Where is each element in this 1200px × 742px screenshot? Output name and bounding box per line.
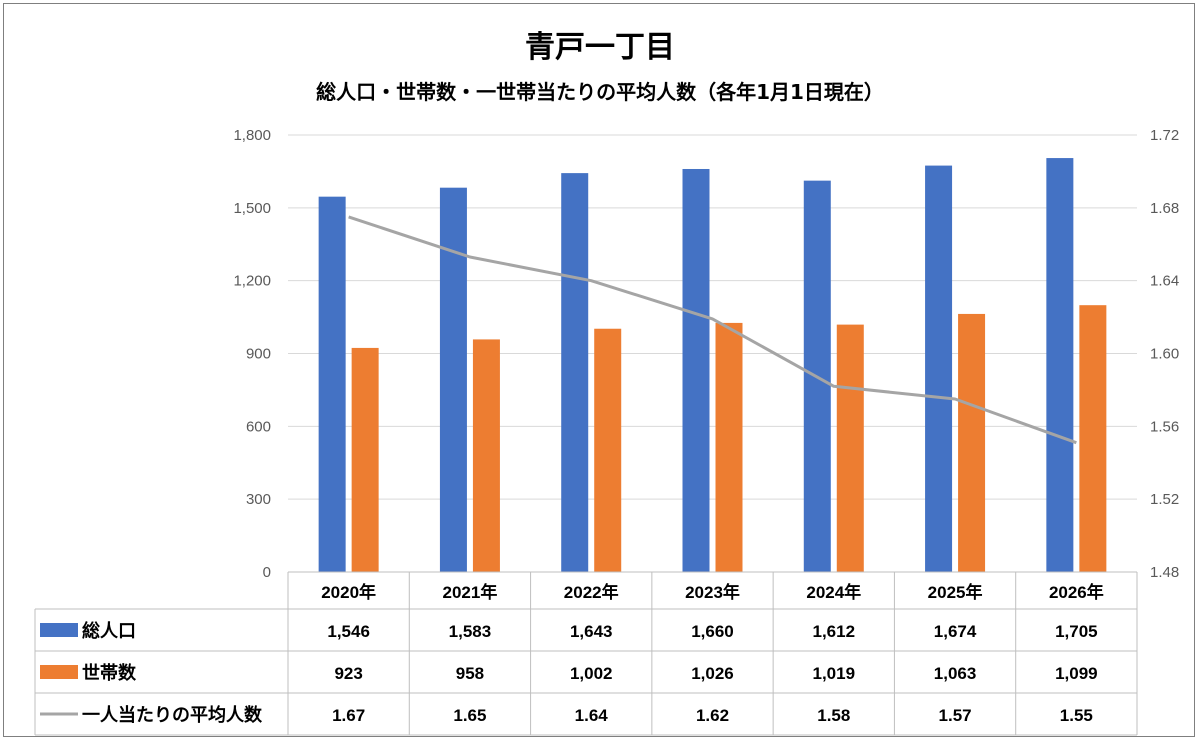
table-cell: 1.57 [939, 706, 972, 725]
table-cell: 1,674 [934, 622, 977, 641]
legend-label: 総人口 [82, 620, 136, 642]
table-cell: 1.62 [696, 706, 729, 725]
chart-title: 青戸一丁目 [525, 30, 675, 65]
table-cell: 1,019 [813, 664, 856, 683]
bar-population [439, 187, 467, 572]
table-cell: 1,705 [1055, 622, 1098, 641]
category-label: 2021年 [443, 582, 498, 602]
legend-label: 世帯数 [82, 662, 137, 684]
table-cell: 1,583 [449, 622, 492, 641]
bar-population [925, 165, 953, 572]
bar-population [1046, 158, 1074, 572]
bar-population [561, 173, 589, 573]
category-label: 2023年 [685, 582, 740, 602]
category-label: 2020年 [321, 582, 376, 602]
table-cell: 1.64 [575, 706, 609, 725]
y-right-tick-label: 1.48 [1150, 564, 1179, 581]
y-right-tick-label: 1.60 [1150, 346, 1179, 363]
y-left-tick-label: 1,800 [233, 127, 271, 144]
table-cell: 1.67 [332, 706, 365, 725]
y-right-tick-label: 1.72 [1150, 127, 1179, 144]
table-cell: 1,063 [934, 664, 977, 683]
bar-households [958, 313, 986, 572]
table-cell: 1.65 [453, 706, 486, 725]
table-cell: 958 [456, 664, 484, 683]
bar-households [351, 347, 379, 572]
bar-population [682, 168, 710, 572]
y-left-tick-label: 1,500 [233, 200, 271, 217]
table-cell: 1,546 [327, 622, 370, 641]
table-cell: 1,099 [1055, 664, 1098, 683]
y-left-tick-label: 300 [246, 491, 271, 508]
y-right-tick-label: 1.56 [1150, 418, 1179, 435]
category-label: 2024年 [806, 582, 861, 602]
table-cell: 1,612 [813, 622, 856, 641]
category-label: 2026年 [1049, 582, 1104, 602]
chart-frame [3, 3, 1195, 737]
table-cell: 1,660 [691, 622, 734, 641]
y-left-tick-label: 600 [246, 418, 271, 435]
table-cell: 1.58 [817, 706, 850, 725]
legend-key-population [40, 623, 78, 637]
bar-households [1079, 305, 1107, 572]
bar-households [715, 322, 743, 572]
table-cell: 923 [334, 664, 362, 683]
legend-label: 一人当たりの平均人数 [82, 704, 263, 726]
category-label: 2022年 [564, 582, 619, 602]
y-left-tick-label: 900 [246, 346, 271, 363]
table-cell: 1,002 [570, 664, 613, 683]
chart-subtitle: 総人口・世帯数・一世帯当たりの平均人数（各年1月1日現在） [316, 80, 884, 104]
bar-households [836, 324, 864, 572]
table-cell: 1,026 [691, 664, 734, 683]
y-left-tick-label: 0 [263, 564, 271, 581]
y-right-tick-label: 1.52 [1150, 491, 1179, 508]
bar-households [594, 328, 622, 572]
table-cell: 1.55 [1060, 706, 1093, 725]
y-right-tick-label: 1.68 [1150, 200, 1179, 217]
bar-households [472, 339, 500, 572]
y-right-tick-label: 1.64 [1150, 273, 1179, 290]
category-label: 2025年 [928, 582, 983, 602]
table-cell: 1,643 [570, 622, 613, 641]
bar-population [318, 196, 346, 572]
legend-key-households [40, 665, 78, 679]
y-left-tick-label: 1,200 [233, 273, 271, 290]
